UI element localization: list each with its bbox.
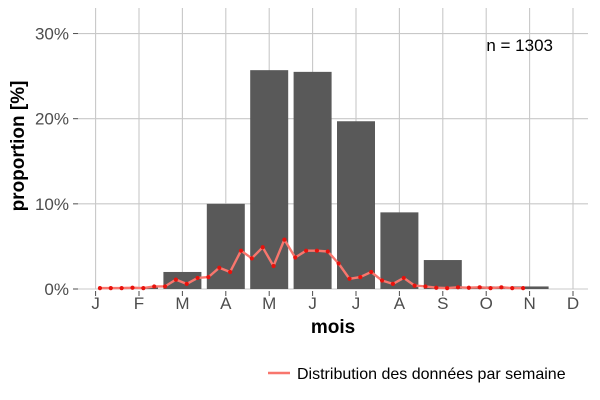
bars	[120, 70, 549, 289]
series-point-17	[282, 237, 287, 242]
series-point-14	[249, 256, 254, 261]
series-line	[99, 238, 524, 290]
series-point-19	[303, 248, 309, 253]
x-tick-label-5: M	[262, 294, 276, 313]
x-axis-title: mois	[311, 317, 355, 338]
sample-size-annotation: n = 1303	[486, 36, 553, 55]
x-tick-label-1: J	[91, 294, 100, 313]
series-point-23	[347, 276, 352, 281]
series-point-31	[434, 285, 439, 290]
series-point-6	[162, 284, 168, 289]
bar-6	[293, 71, 332, 289]
series-point-16	[271, 263, 276, 269]
series-point-9	[195, 275, 200, 281]
series-point-35	[477, 285, 482, 290]
x-tick-label-11: N	[523, 294, 535, 313]
series-point-36	[488, 286, 493, 291]
y-tick-label-0: 0%	[44, 280, 69, 299]
y-tick-label-2: 20%	[35, 110, 69, 129]
series-point-21	[325, 249, 330, 254]
series-point-13	[238, 248, 244, 253]
x-tick-label-6: J	[308, 294, 317, 313]
series-point-32	[445, 286, 450, 291]
legend-label: Distribution des données par semaine	[297, 366, 566, 383]
y-tick-label-3: 30%	[35, 25, 69, 44]
series-point-11	[217, 265, 222, 270]
series-point-5	[152, 284, 157, 289]
x-tick-label-4: A	[220, 294, 232, 313]
series-point-18	[293, 255, 298, 260]
series-point-33	[455, 285, 461, 290]
x-tick-label-3: M	[175, 294, 189, 313]
series-point-1	[108, 286, 113, 291]
series-point-7	[173, 277, 178, 282]
bar-8	[380, 212, 419, 289]
x-tick-label-7: J	[352, 294, 361, 313]
series-point-2	[119, 286, 124, 291]
series-point-25	[369, 269, 374, 275]
series-point-38	[510, 286, 515, 291]
series-point-8	[184, 281, 189, 286]
y-axis: 0% 10% 20% 30%	[35, 25, 78, 299]
series-point-39	[520, 286, 526, 291]
y-axis-title: proportion [%]	[8, 81, 29, 212]
series-point-24	[358, 274, 363, 280]
series-point-30	[423, 284, 428, 289]
series-point-34	[466, 285, 471, 290]
series-point-26	[379, 278, 385, 283]
series-point-4	[141, 286, 146, 291]
series-point-15	[260, 245, 265, 250]
x-tick-label-9: S	[437, 294, 448, 313]
series-point-20	[314, 248, 320, 253]
series-point-29	[412, 283, 417, 288]
bar-7	[337, 121, 375, 289]
bar-11	[510, 286, 549, 289]
series-point-0	[97, 286, 103, 291]
x-tick-label-10: O	[480, 294, 493, 313]
series-point-12	[228, 269, 233, 275]
y-tick-label-1: 10%	[35, 195, 69, 214]
series-point-10	[206, 274, 211, 280]
series-point-27	[390, 281, 395, 286]
series-point-37	[499, 285, 504, 290]
bar-3	[163, 271, 202, 289]
series-point-28	[401, 275, 406, 281]
series-point-3	[130, 285, 135, 290]
legend: Distribution des données par semaine	[268, 366, 566, 383]
series-point-22	[336, 261, 341, 266]
bar-9	[423, 260, 462, 289]
x-tick-label-2: F	[134, 294, 144, 313]
x-tick-label-8: A	[394, 294, 406, 313]
line-series	[97, 237, 526, 291]
bar-4	[206, 203, 245, 289]
x-tick-label-12: D	[567, 294, 579, 313]
